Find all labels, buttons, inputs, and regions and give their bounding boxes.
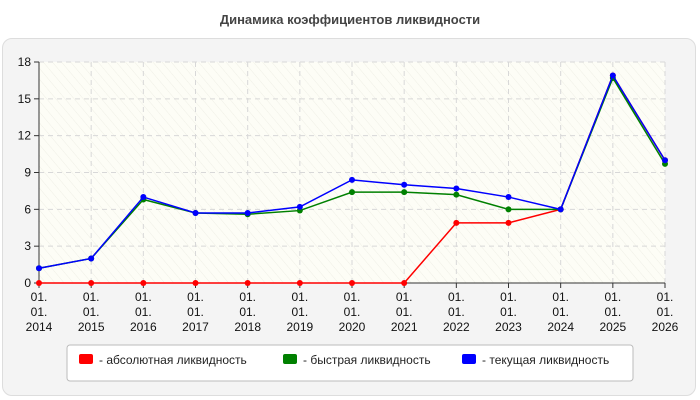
x-tick-label: 2026 (652, 320, 679, 334)
data-point (505, 206, 512, 213)
x-tick-label: 2024 (547, 320, 574, 334)
y-tick-label: 3 (24, 239, 31, 253)
y-tick-label: 9 (24, 166, 31, 180)
legend-swatch (79, 354, 93, 364)
x-tick-label: 01. (135, 290, 152, 304)
x-tick-label: 01. (31, 305, 48, 319)
y-tick-label: 15 (18, 92, 32, 106)
data-point (662, 157, 668, 164)
data-point (36, 265, 42, 272)
data-point (140, 280, 147, 286)
x-tick-label: 01. (31, 290, 48, 304)
x-tick-label: 01. (344, 305, 361, 319)
legend-swatch (283, 354, 297, 364)
x-tick-label: 01. (291, 290, 308, 304)
data-point (609, 72, 616, 79)
x-tick-label: 2019 (286, 320, 313, 334)
data-point (401, 181, 408, 188)
x-tick-label: 01. (604, 290, 621, 304)
x-tick-label: 01. (500, 305, 517, 319)
data-point (505, 219, 512, 226)
x-tick-label: 01. (239, 305, 256, 319)
x-tick-label: 2023 (495, 320, 522, 334)
data-point (140, 194, 147, 201)
x-tick-label: 01. (187, 305, 204, 319)
x-tick-label: 01. (552, 305, 569, 319)
data-point (88, 255, 95, 262)
legend-swatch (462, 354, 476, 364)
y-tick-label: 18 (18, 55, 32, 69)
y-tick-label: 0 (24, 276, 31, 290)
x-tick-label: 2020 (339, 320, 366, 334)
x-tick-label: 2018 (234, 320, 261, 334)
x-tick-label: 2014 (26, 320, 53, 334)
chart-title: Динамика коэффициентов ликвидности (219, 12, 481, 27)
x-tick-label: 01. (187, 290, 204, 304)
data-point (244, 210, 251, 217)
x-tick-label: 01. (657, 305, 674, 319)
data-point (505, 194, 512, 201)
data-point (296, 203, 303, 210)
data-point (349, 189, 355, 196)
data-point (296, 280, 303, 286)
data-point (88, 280, 95, 286)
data-point (453, 219, 460, 226)
x-tick-label: 01. (83, 290, 100, 304)
x-tick-label: 01. (344, 290, 361, 304)
data-point (192, 280, 199, 286)
data-point (453, 185, 460, 192)
data-point (244, 280, 251, 286)
data-point (453, 191, 460, 198)
data-point (349, 280, 355, 286)
data-point (557, 206, 564, 213)
data-point (401, 280, 408, 286)
x-tick-label: 2025 (599, 320, 626, 334)
data-point (36, 280, 42, 286)
x-tick-label: 2021 (391, 320, 418, 334)
x-tick-label: 01. (500, 290, 517, 304)
x-tick-label: 01. (552, 290, 569, 304)
legend-label: - быстрая ликвидность (303, 353, 431, 367)
legend-label: - текущая ликвидность (482, 353, 609, 367)
x-tick-label: 2022 (443, 320, 470, 334)
x-tick-label: 01. (657, 290, 674, 304)
x-tick-label: 01. (396, 305, 413, 319)
data-point (401, 189, 408, 196)
x-tick-label: 01. (448, 305, 465, 319)
x-tick-label: 01. (239, 290, 256, 304)
x-tick-label: 01. (135, 305, 152, 319)
x-tick-label: 01. (604, 305, 621, 319)
x-tick-label: 01. (448, 290, 465, 304)
x-tick-label: 2016 (130, 320, 157, 334)
legend-label: - абсолютная ликвидность (99, 353, 247, 367)
y-tick-label: 6 (24, 202, 31, 216)
x-tick-label: 01. (291, 305, 308, 319)
data-point (349, 176, 355, 183)
x-tick-label: 2015 (78, 320, 105, 334)
x-tick-label: 01. (83, 305, 100, 319)
legend-box (66, 344, 634, 382)
x-tick-label: 2017 (182, 320, 209, 334)
x-tick-label: 01. (396, 290, 413, 304)
y-tick-label: 12 (18, 129, 32, 143)
data-point (192, 210, 199, 217)
